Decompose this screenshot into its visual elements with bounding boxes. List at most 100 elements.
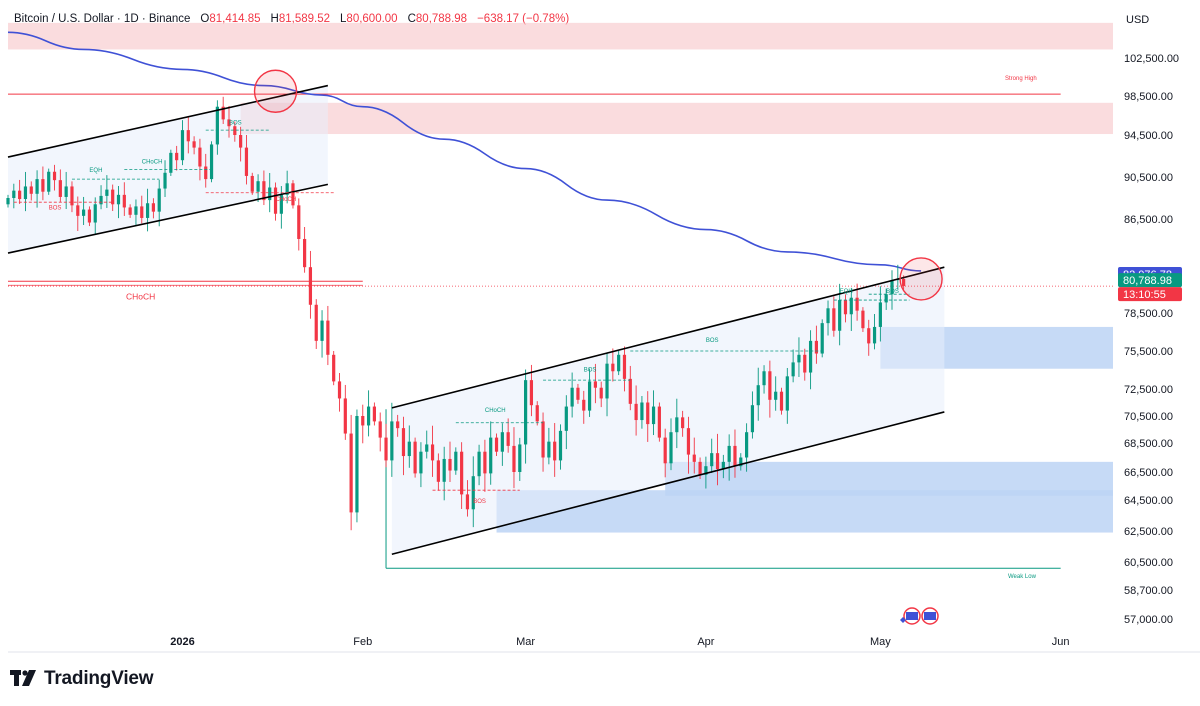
candle-body	[628, 378, 632, 404]
zones-layer	[8, 22, 1113, 533]
candle-body	[145, 203, 150, 218]
candle	[70, 181, 74, 213]
candle-body	[116, 194, 121, 205]
time-tick-label: Apr	[697, 636, 714, 648]
candle	[250, 172, 254, 195]
candle	[512, 427, 516, 489]
candle	[524, 369, 528, 464]
tradingview-logo-icon	[10, 670, 36, 686]
candle-body	[599, 387, 603, 399]
candle-body	[76, 205, 80, 216]
candle	[413, 437, 417, 478]
price-tick-label: 58,700.00	[1124, 585, 1173, 597]
candle	[529, 364, 534, 417]
candle	[401, 416, 406, 476]
brand[interactable]: TradingView	[10, 668, 154, 690]
candle	[686, 416, 691, 474]
candle-body	[547, 441, 551, 458]
candle	[576, 383, 580, 404]
price-tick-label: 68,500.00	[1124, 438, 1173, 450]
candle	[774, 376, 778, 411]
event-flags[interactable]	[900, 607, 939, 625]
candle-body	[192, 141, 196, 148]
candle-body	[524, 380, 528, 445]
candle-body	[303, 238, 307, 268]
candle-body	[494, 437, 499, 452]
weak-low-label: Weak Low	[1008, 574, 1037, 580]
symbol-title[interactable]: Bitcoin / U.S. Dollar · 1D · Binance	[14, 13, 191, 25]
candle	[349, 414, 353, 531]
candle-body	[471, 476, 475, 510]
structure-label: BOS	[584, 367, 597, 373]
candle-body	[651, 406, 656, 425]
candle-body	[855, 297, 859, 311]
time-tick-label: Jun	[1052, 636, 1070, 648]
candle	[128, 204, 132, 218]
candle-body	[169, 152, 173, 173]
candle	[558, 424, 563, 470]
candle	[396, 414, 400, 437]
candle	[145, 188, 150, 232]
candle	[425, 430, 429, 459]
price-axis: USD 102,500.00 98,500.00 94,500.00 90,500.0…	[1124, 14, 1179, 626]
candle-body	[756, 385, 760, 406]
candle	[163, 160, 167, 198]
candle	[430, 425, 435, 477]
candle	[570, 372, 574, 418]
highlight-circle	[899, 257, 943, 301]
candle	[820, 319, 824, 358]
candle	[628, 365, 632, 411]
structure-notes: BOS EQH CHoCH BOS CHoCH CHoCH BOS BOS BOS EQH BOS S…	[13, 76, 1037, 580]
candle-body	[460, 451, 464, 495]
structure-label: EQH	[840, 289, 853, 295]
channel-lines	[7, 84, 945, 556]
candle-body	[582, 399, 586, 411]
candle	[23, 171, 28, 212]
candle-body	[739, 457, 743, 467]
candle	[99, 185, 103, 210]
candle	[151, 198, 155, 219]
candle	[116, 186, 121, 219]
candle-body	[407, 441, 411, 457]
candle-body	[52, 171, 57, 181]
countdown-tag-text: 13:10:55	[1123, 289, 1166, 301]
candle-body	[890, 280, 894, 295]
candle	[227, 105, 231, 138]
candle-body	[250, 175, 254, 192]
candle-body	[82, 209, 86, 216]
candle	[436, 453, 440, 491]
candle-body	[122, 194, 126, 208]
candle-body	[843, 300, 848, 315]
price-tick-label: 75,500.00	[1124, 346, 1173, 358]
last-price-tag: 80,788.98	[1118, 273, 1182, 288]
candle	[605, 353, 609, 417]
candle-body	[669, 432, 673, 464]
candle-body	[721, 461, 725, 470]
candle-body	[436, 460, 440, 482]
candle	[256, 174, 260, 202]
candle	[785, 367, 789, 424]
candle	[244, 135, 249, 185]
flag-icon	[906, 612, 918, 620]
candle	[448, 441, 452, 482]
candle	[739, 453, 743, 471]
price-tick-label: 70,500.00	[1124, 411, 1173, 423]
candle-body	[12, 190, 16, 198]
candle-body	[99, 195, 103, 205]
candle-body	[355, 416, 359, 513]
candle	[675, 398, 679, 449]
candle	[186, 116, 190, 154]
candle	[47, 168, 51, 195]
candle-body	[314, 304, 318, 341]
candle-body	[820, 323, 824, 354]
chart-header: Bitcoin / U.S. Dollar · 1D · Binance O81…	[14, 10, 569, 28]
candle-body	[500, 432, 504, 452]
candle-body	[262, 181, 266, 201]
candle-body	[361, 416, 365, 426]
candle	[721, 454, 725, 479]
candle-body	[518, 444, 522, 472]
candle-body	[686, 428, 691, 455]
candle-body	[291, 183, 295, 206]
price-chart[interactable]: BOS EQH CHoCH BOS CHoCH CHoCH BOS BOS BOS EQH BOS S…	[0, 0, 1200, 660]
